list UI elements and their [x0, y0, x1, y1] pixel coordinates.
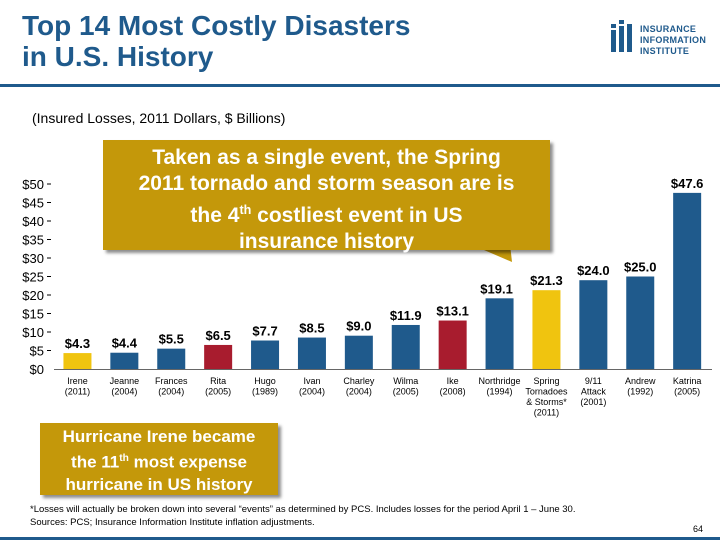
iii-logo: INSURANCE INFORMATION INSTITUTE — [611, 20, 711, 66]
x-category-label: Andrew — [625, 376, 656, 386]
footer-rule — [0, 537, 720, 540]
bar-value-label: $5.5 — [159, 332, 184, 347]
bar — [63, 353, 92, 369]
bar — [344, 335, 373, 369]
x-category-label: Rita — [210, 376, 226, 386]
y-tick-label: $0 — [30, 362, 44, 377]
x-category-label: Katrina — [673, 376, 702, 386]
logo-line-3: INSTITUTE — [640, 46, 690, 56]
bar — [110, 352, 139, 369]
bar-value-label: $9.0 — [346, 319, 371, 334]
x-category-label: (2004) — [346, 387, 372, 397]
bar-value-label: $4.3 — [65, 336, 90, 351]
y-tick-label: $45 — [22, 196, 44, 211]
bar-value-label: $11.9 — [390, 308, 422, 323]
x-category-label: Ivan — [303, 376, 320, 386]
callout-top-line-2: 2011 tornado and storm season are is — [138, 172, 515, 195]
x-category-label: Frances — [155, 376, 188, 386]
bar — [579, 280, 608, 369]
x-category-label: Irene — [67, 376, 88, 386]
x-category-label: Attack — [581, 387, 607, 397]
footnote-line-2: Sources: PCS; Insurance Information Inst… — [30, 517, 315, 528]
page-number: 64 — [693, 524, 704, 534]
x-category-label: Wilma — [393, 376, 418, 386]
logo-line-1: INSURANCE — [640, 24, 697, 34]
x-category-label: (2005) — [393, 387, 419, 397]
y-tick-label: $50 — [22, 177, 44, 192]
x-category-label: (2011) — [534, 408, 559, 418]
title-line-1: Top 14 Most Costly Disasters — [22, 10, 411, 41]
iii-logo-text: INSURANCE INFORMATION INSTITUTE — [640, 24, 706, 57]
callout-spring-storms: Taken as a single event, the Spring 2011… — [103, 140, 550, 253]
bar — [485, 298, 514, 369]
bar-value-label: $4.4 — [112, 336, 138, 351]
bar — [673, 192, 702, 369]
x-category-label: Ike — [447, 376, 459, 386]
bar — [157, 348, 186, 369]
callout-irene: Hurricane Irene became the 11th most exp… — [40, 423, 278, 495]
bar — [297, 337, 326, 369]
callout-top-line-3: the 4th costliest event in US — [190, 203, 463, 227]
bar — [626, 276, 655, 369]
x-category-label: Tornadoes — [525, 387, 568, 397]
callout-top-line-4: insurance history — [238, 230, 415, 253]
footnote: *Losses will actually be broken down int… — [30, 503, 576, 529]
x-category-label: (2001) — [580, 397, 606, 407]
bar-value-label: $25.0 — [624, 260, 657, 275]
y-tick-label: $40 — [22, 214, 44, 229]
x-category-label: 9/11 — [585, 376, 602, 386]
x-category-label: (2011) — [65, 387, 90, 397]
x-category-label: Spring — [533, 376, 559, 386]
y-tick-label: $30 — [22, 251, 44, 266]
x-category-label: (2004) — [158, 387, 184, 397]
x-category-label: Northridge — [479, 376, 521, 386]
y-tick-label: $20 — [22, 288, 44, 303]
title-line-2: in U.S. History — [22, 41, 214, 72]
footnote-line-1: *Losses will actually be broken down int… — [30, 504, 576, 515]
y-tick-label: $5 — [30, 344, 44, 359]
bar — [251, 340, 280, 369]
callout-irene-line-2: the 11th most expense — [71, 452, 247, 472]
y-tick-label: $15 — [22, 307, 44, 322]
bar-value-label: $24.0 — [577, 263, 610, 278]
x-category-label: Hugo — [254, 376, 276, 386]
logo-line-2: INFORMATION — [640, 35, 707, 45]
bar — [438, 320, 467, 369]
bar-value-label: $13.1 — [436, 304, 469, 319]
x-category-label: (2008) — [440, 387, 466, 397]
x-category-label: & Storms* — [526, 397, 567, 407]
bar-value-label: $7.7 — [252, 324, 277, 339]
chart-subtitle: (Insured Losses, 2011 Dollars, $ Billion… — [32, 110, 286, 126]
x-category-label: (2005) — [674, 387, 700, 397]
bar — [532, 290, 561, 369]
x-category-label: (1994) — [487, 387, 513, 397]
y-tick-label: $35 — [22, 233, 44, 248]
x-category-label: (1989) — [252, 387, 278, 397]
callout-irene-line-3: hurricane in US history — [65, 474, 253, 494]
x-category-label: (2004) — [299, 387, 325, 397]
callout-irene-line-1: Hurricane Irene became — [62, 427, 256, 446]
bar — [204, 344, 233, 369]
bar-value-label: $19.1 — [480, 281, 513, 296]
y-tick-label: $25 — [22, 270, 44, 285]
bar-value-label: $6.5 — [205, 328, 230, 343]
y-tick-label: $10 — [22, 325, 44, 340]
header-rule — [0, 84, 720, 87]
slide-title: Top 14 Most Costly Disasters in U.S. His… — [22, 10, 582, 72]
x-category-label: Charley — [343, 376, 375, 386]
x-category-label: Jeanne — [110, 376, 140, 386]
bar — [391, 324, 420, 369]
bar-value-label: $21.3 — [530, 273, 563, 288]
x-category-label: (2004) — [111, 387, 137, 397]
x-category-label: (1992) — [627, 387, 653, 397]
bar-value-label: $8.5 — [299, 321, 324, 336]
x-category-label: (2005) — [205, 387, 231, 397]
bar-value-label: $47.6 — [671, 176, 704, 191]
callout-top-line-1: Taken as a single event, the Spring — [152, 146, 501, 169]
